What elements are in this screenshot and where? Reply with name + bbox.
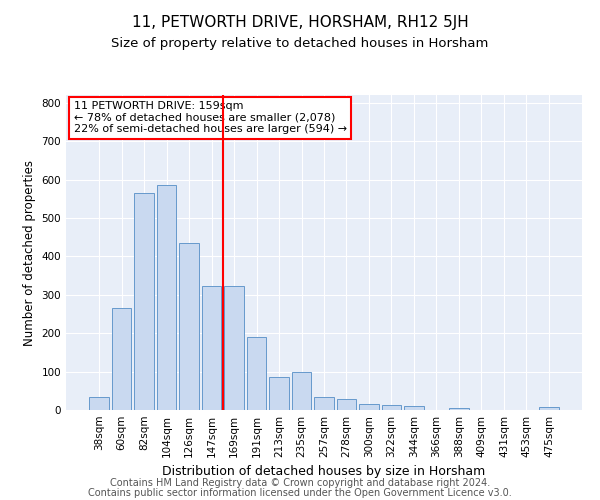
Bar bbox=[202, 286, 221, 410]
Bar bbox=[247, 337, 266, 410]
Bar bbox=[89, 396, 109, 410]
Bar bbox=[269, 378, 289, 410]
Bar bbox=[134, 193, 154, 410]
Bar bbox=[359, 404, 379, 410]
Bar bbox=[382, 406, 401, 410]
Text: Contains public sector information licensed under the Open Government Licence v3: Contains public sector information licen… bbox=[88, 488, 512, 498]
Bar bbox=[157, 186, 176, 410]
Text: 11, PETWORTH DRIVE, HORSHAM, RH12 5JH: 11, PETWORTH DRIVE, HORSHAM, RH12 5JH bbox=[131, 15, 469, 30]
Bar bbox=[314, 396, 334, 410]
Y-axis label: Number of detached properties: Number of detached properties bbox=[23, 160, 36, 346]
Text: Size of property relative to detached houses in Horsham: Size of property relative to detached ho… bbox=[112, 38, 488, 51]
Bar bbox=[224, 286, 244, 410]
Bar bbox=[112, 308, 131, 410]
X-axis label: Distribution of detached houses by size in Horsham: Distribution of detached houses by size … bbox=[163, 466, 485, 478]
Bar bbox=[404, 406, 424, 410]
Bar bbox=[179, 243, 199, 410]
Bar bbox=[539, 408, 559, 410]
Text: 11 PETWORTH DRIVE: 159sqm
← 78% of detached houses are smaller (2,078)
22% of se: 11 PETWORTH DRIVE: 159sqm ← 78% of detac… bbox=[74, 102, 347, 134]
Bar bbox=[449, 408, 469, 410]
Bar bbox=[337, 399, 356, 410]
Text: Contains HM Land Registry data © Crown copyright and database right 2024.: Contains HM Land Registry data © Crown c… bbox=[110, 478, 490, 488]
Bar bbox=[292, 372, 311, 410]
